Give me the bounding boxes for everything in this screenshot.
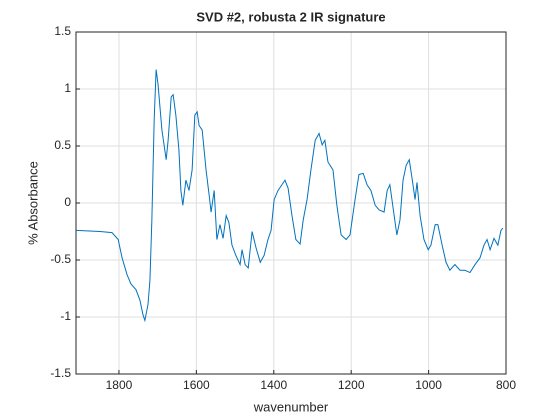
y-tick-label: 1.5 xyxy=(54,24,71,38)
y-tick-label: -1.5 xyxy=(50,366,71,380)
x-tick-label: 1600 xyxy=(183,378,210,392)
x-tick-label: 1800 xyxy=(106,378,133,392)
chart-title: SVD #2, robusta 2 IR signature xyxy=(196,9,385,24)
y-tick-label: -1 xyxy=(60,309,71,323)
y-tick-label: -0.5 xyxy=(50,252,71,266)
y-tick-label: 0 xyxy=(64,195,71,209)
y-axis-label: % Absorbance xyxy=(25,161,40,245)
x-tick-label: 800 xyxy=(496,378,516,392)
data-line xyxy=(75,69,504,323)
x-tick-label: 1000 xyxy=(415,378,442,392)
y-tick-label: 1 xyxy=(64,81,71,95)
plot-frame xyxy=(75,31,507,375)
x-tick-label: 1200 xyxy=(338,378,365,392)
x-tick-label: 1400 xyxy=(260,378,287,392)
x-axis-label: wavenumber xyxy=(253,399,329,414)
y-tick-label: 0.5 xyxy=(54,138,71,152)
